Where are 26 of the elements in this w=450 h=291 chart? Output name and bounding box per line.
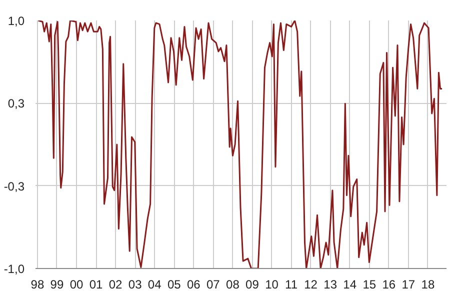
y-tick-label: 1,0 xyxy=(8,14,25,28)
line-series xyxy=(37,20,443,268)
x-tick-label: 01 xyxy=(89,278,104,291)
x-tick-label: 15 xyxy=(362,278,376,291)
y-tick-label: 0,3 xyxy=(8,96,25,111)
y-tick-label: -0,3 xyxy=(4,179,25,194)
x-tick-label: 13 xyxy=(324,278,338,291)
x-tick-label: 05 xyxy=(167,278,182,291)
x-tick-label: 09 xyxy=(246,278,260,291)
x-tick-label: 11 xyxy=(285,278,298,291)
x-tick-label: 07 xyxy=(206,278,220,291)
x-tick-label: 02 xyxy=(108,278,123,291)
x-tick-label: 16 xyxy=(382,278,396,291)
x-tick-label: 14 xyxy=(343,278,357,291)
x-tick-label: 12 xyxy=(304,278,318,291)
x-tick-label: 06 xyxy=(186,278,201,291)
x-tick-label: 10 xyxy=(265,278,279,291)
x-tick-label: 08 xyxy=(226,278,240,291)
x-tick-label: 98 xyxy=(30,278,44,291)
x-tick-label: 18 xyxy=(421,278,435,291)
x-tick-label: 04 xyxy=(148,278,162,291)
x-tick-label: 99 xyxy=(50,278,64,291)
x-tick-label: 00 xyxy=(70,278,84,291)
x-tick-label: 17 xyxy=(402,278,416,291)
x-tick-label: 03 xyxy=(128,278,142,291)
y-tick-label: -1,0 xyxy=(4,262,25,276)
